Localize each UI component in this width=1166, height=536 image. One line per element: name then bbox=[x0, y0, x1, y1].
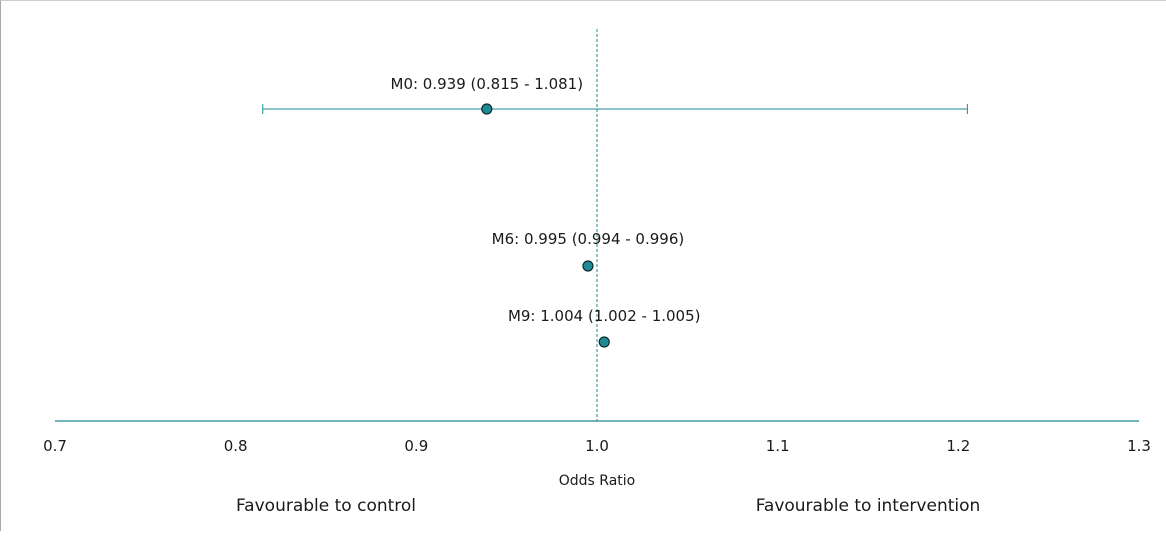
point-label: M6: 0.995 (0.994 - 0.996) bbox=[492, 230, 685, 248]
point-marker bbox=[598, 336, 610, 348]
point-label: M9: 1.004 (1.002 - 1.005) bbox=[508, 307, 701, 325]
point-marker bbox=[582, 260, 594, 272]
favour-intervention-label: Favourable to intervention bbox=[756, 496, 981, 516]
x-tick-label: 0.7 bbox=[43, 437, 67, 455]
x-tick-label: 1.3 bbox=[1127, 437, 1151, 455]
x-tick-label: 1.0 bbox=[585, 437, 609, 455]
x-tick-label: 0.8 bbox=[224, 437, 248, 455]
x-axis-title: Odds Ratio bbox=[559, 473, 635, 489]
favour-control-label: Favourable to control bbox=[236, 496, 416, 516]
point-label: M0: 0.939 (0.815 - 1.081) bbox=[391, 75, 584, 93]
x-tick-label: 1.1 bbox=[766, 437, 790, 455]
x-tick-label: 1.2 bbox=[946, 437, 970, 455]
x-tick-label: 0.9 bbox=[404, 437, 428, 455]
point-marker bbox=[481, 103, 493, 115]
